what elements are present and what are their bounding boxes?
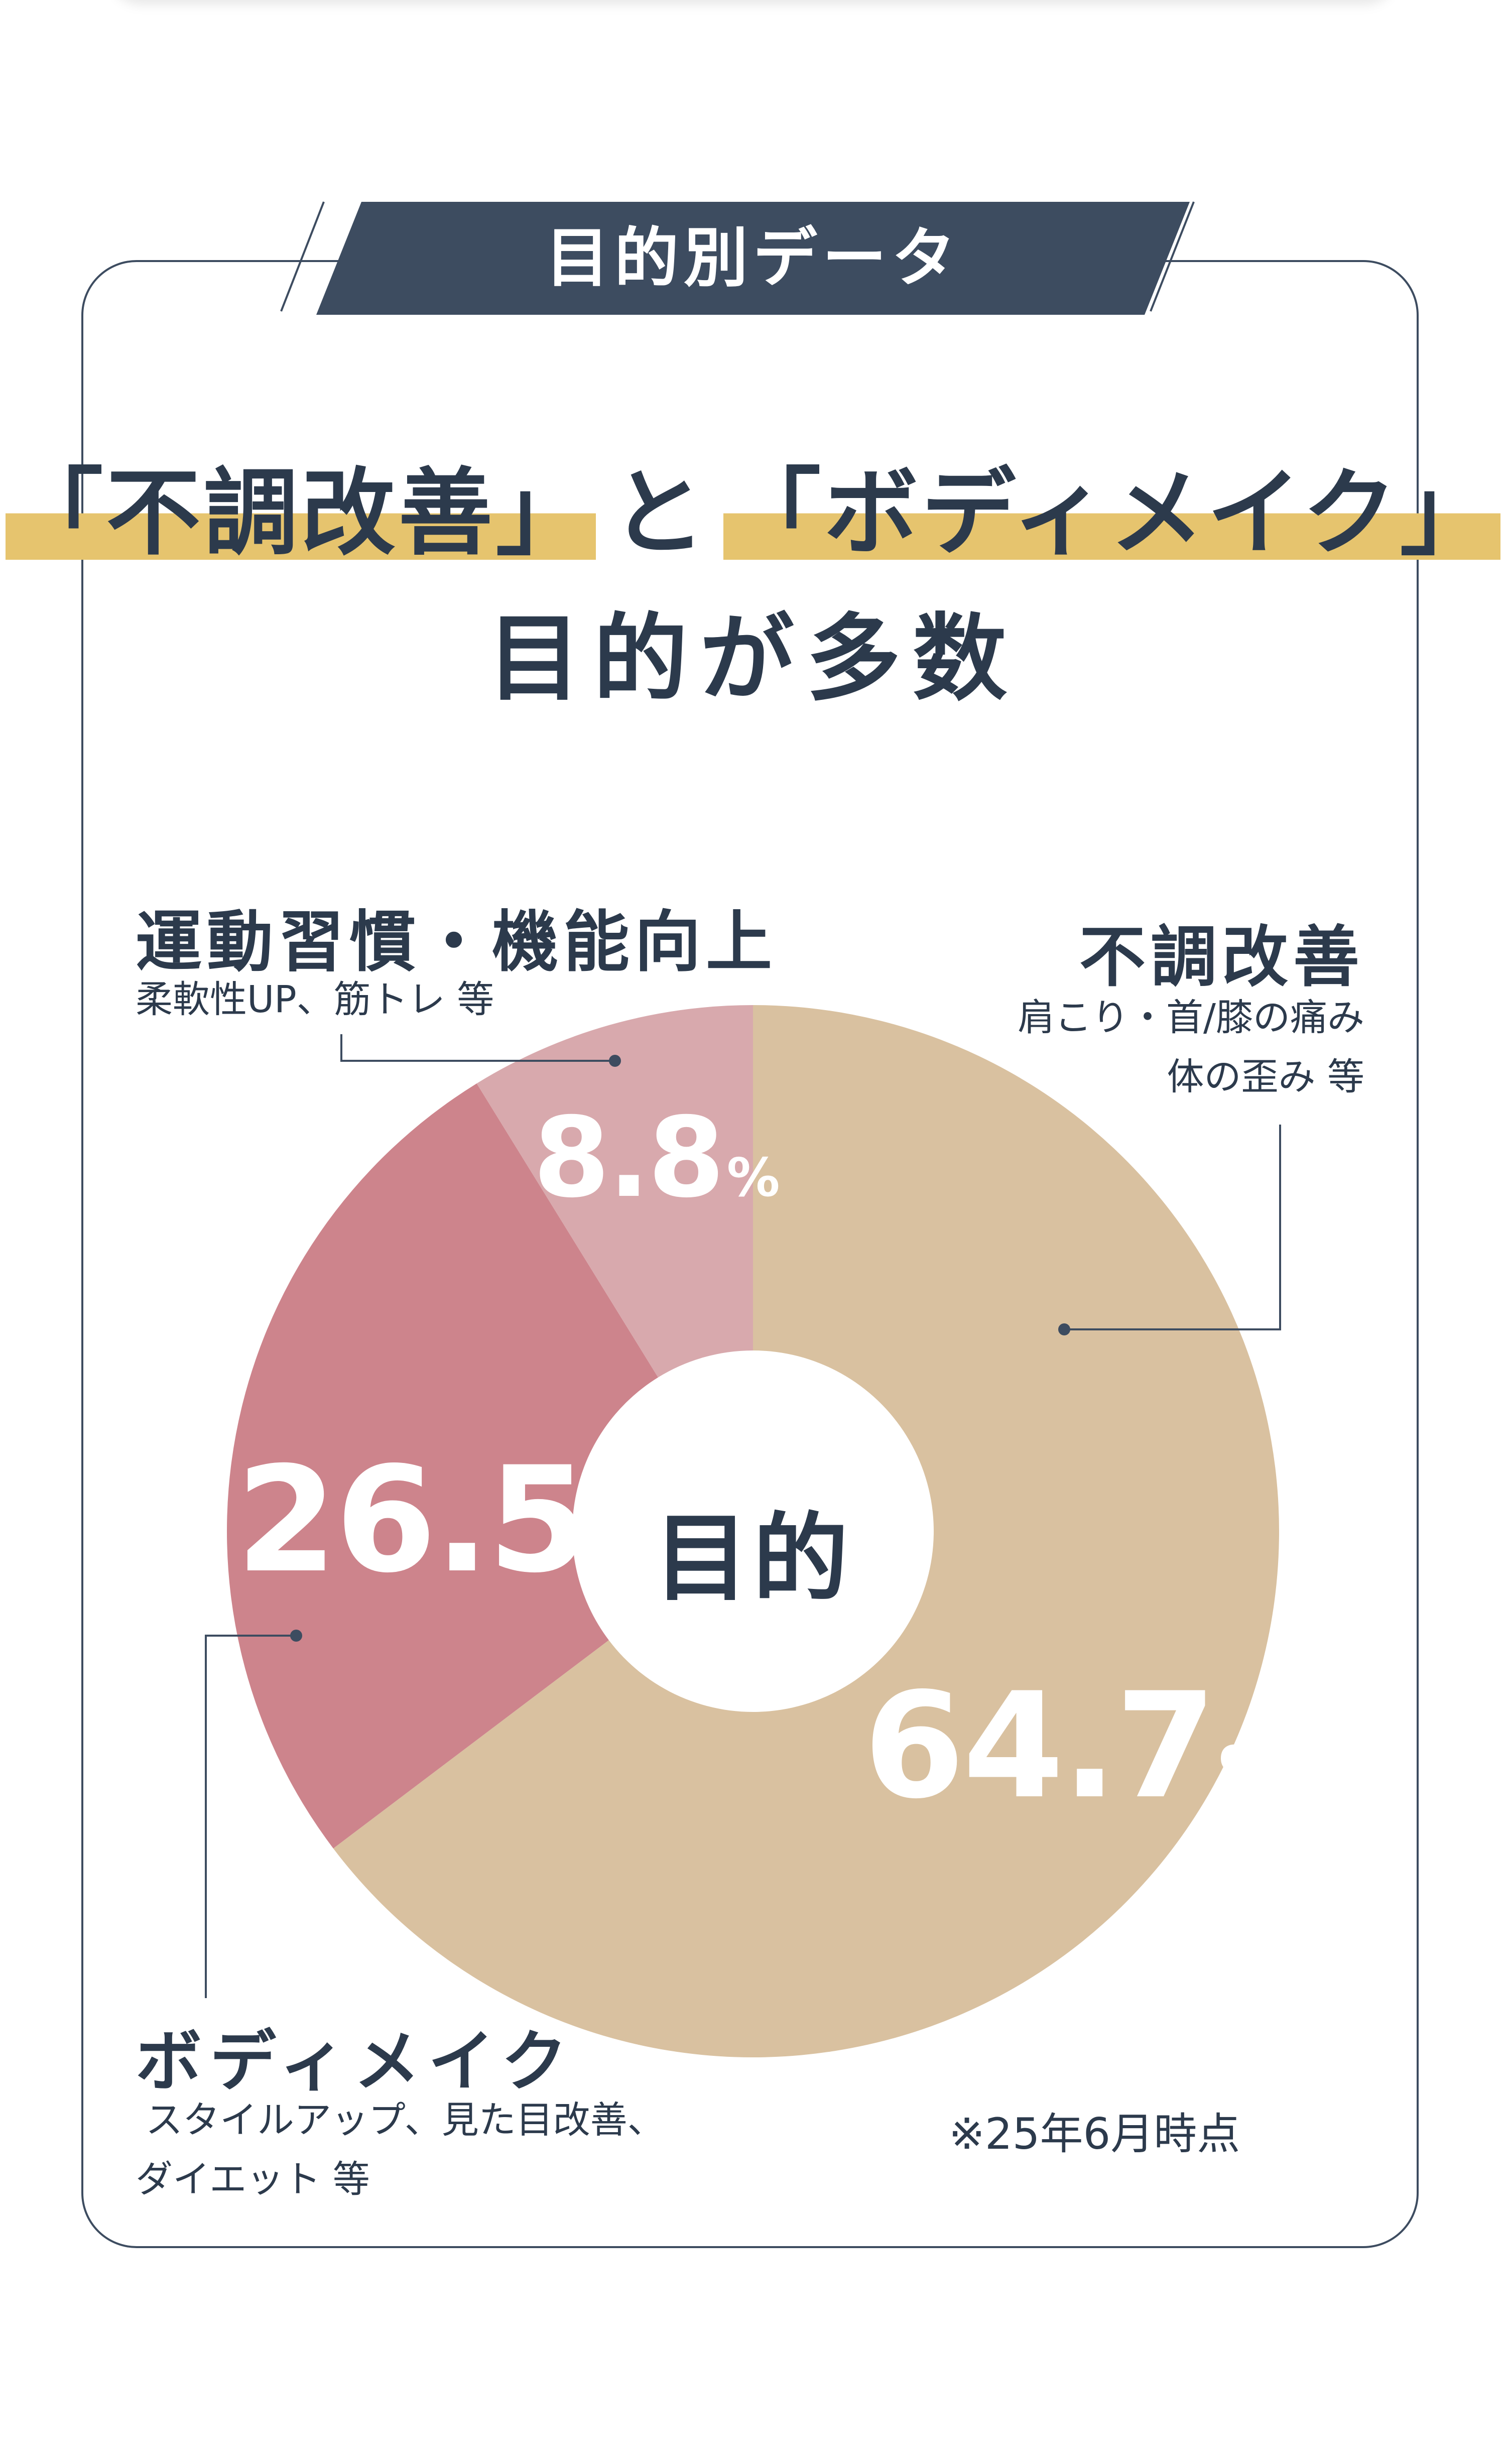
leader-line-bodymake (205, 1635, 296, 1998)
donut-slice-fuchou (333, 1005, 1280, 2057)
leader-dot-bodymake (290, 1630, 302, 1642)
headline: 「不調改善」と「ボディメイク」 (0, 437, 1506, 573)
headline-highlight-2: 「ボディメイク」 (723, 437, 1500, 573)
headline-highlight-1: 「不調改善」 (6, 437, 596, 573)
category-desc-fuchou-line1: 肩こり・首/膝の痛み (1018, 996, 1364, 1039)
headline-line2: 目的が多数 (487, 604, 1019, 714)
category-title-fuchou: 不調改善 (1079, 919, 1364, 996)
slice-pct-undou-value: 8.8 (533, 1093, 725, 1222)
slice-pct-bodymake: 26.5% (236, 1436, 661, 1605)
slice-pct-fuchou: 64.7% (863, 1662, 1289, 1831)
category-desc-undou-line1: 柔軟性UP、筋トレ 等 (136, 978, 494, 1021)
date-note: ※25年6月時点 (949, 2109, 1240, 2159)
category-desc-fuchou-line2: 体の歪み 等 (1167, 1055, 1364, 1098)
category-title-undou: 運動習慣・機能向上 (136, 904, 777, 981)
leader-line-undou (340, 1034, 615, 1062)
banner-title: 目的別データ (545, 221, 961, 296)
leader-dot-fuchou (1058, 1323, 1070, 1335)
slice-pct-fuchou-value: 64.7 (863, 1662, 1217, 1831)
donut-slice-bodymake (227, 1083, 658, 1849)
leader-line-fuchou (1064, 1125, 1281, 1330)
donut-center-label: 目的 (653, 1503, 852, 1614)
slice-pct-fuchou-unit: % (1218, 1732, 1289, 1813)
slice-pct-undou: 8.8% (533, 1093, 780, 1222)
banner-side-slashes (280, 201, 1195, 312)
category-desc-bodymake-line1: スタイルアップ、見た目改善、 (146, 2099, 665, 2142)
category-title-bodymake: ボディメイク (136, 2023, 576, 2101)
banner-shape (316, 202, 1190, 315)
slice-pct-bodymake-value: 26.5 (236, 1436, 589, 1605)
leader-dot-undou (609, 1055, 621, 1067)
slice-pct-bodymake-unit: % (591, 1506, 661, 1587)
donut-slice-undou (476, 1005, 753, 1378)
category-desc-bodymake-line2: ダイエット 等 (136, 2158, 370, 2201)
slice-pct-undou-unit: % (726, 1147, 780, 1208)
headline-connector: と (611, 458, 709, 568)
section-banner: 目的別データ (316, 202, 1190, 315)
